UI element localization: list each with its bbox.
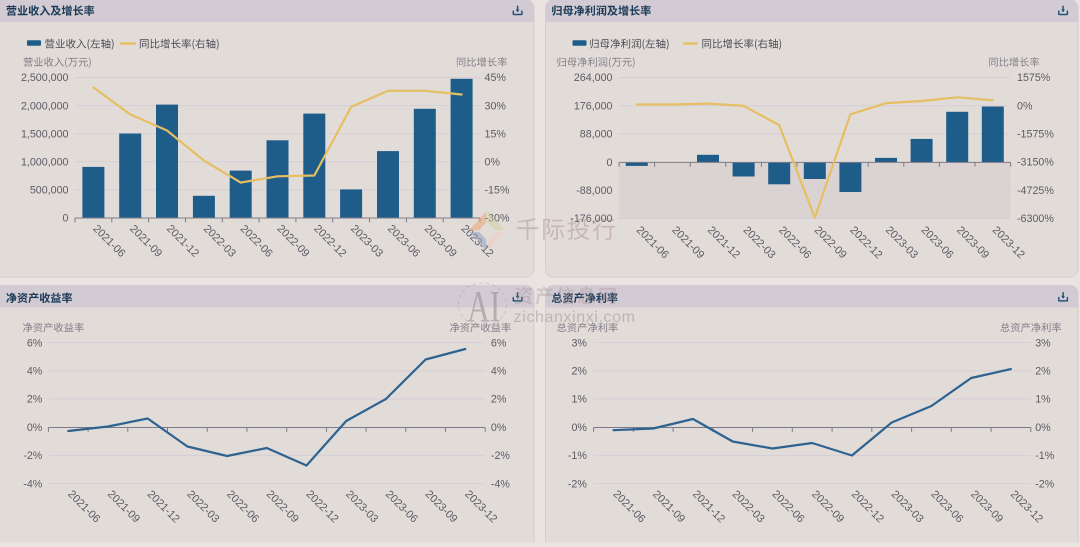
svg-text:1%: 1% (571, 394, 587, 406)
svg-text:-4%: -4% (491, 478, 511, 490)
svg-text:-1%: -1% (568, 450, 588, 462)
svg-text:2%: 2% (571, 366, 587, 378)
svg-text:1575%: 1575% (1017, 72, 1051, 84)
svg-text:2%: 2% (27, 394, 43, 406)
svg-text:0%: 0% (485, 157, 501, 169)
svg-text:1%: 1% (1035, 394, 1051, 406)
svg-text:3%: 3% (571, 337, 587, 349)
svg-text:0: 0 (63, 213, 69, 225)
svg-text:-15%: -15% (485, 185, 510, 197)
svg-text:6%: 6% (491, 337, 507, 349)
svg-text:AI: AI (467, 283, 500, 331)
svg-text:4%: 4% (491, 366, 507, 378)
svg-text:264,000: 264,000 (574, 72, 613, 84)
svg-text:-3150%: -3150% (1017, 157, 1054, 169)
svg-text:4%: 4% (27, 366, 43, 378)
svg-text:1,500,000: 1,500,000 (21, 128, 69, 140)
svg-text:0: 0 (607, 157, 613, 169)
svg-text:-2%: -2% (1035, 478, 1055, 490)
svg-text:30%: 30% (485, 100, 507, 112)
svg-text:-176,000: -176,000 (570, 213, 612, 225)
svg-text:-4725%: -4725% (1017, 185, 1054, 197)
svg-text:1,000,000: 1,000,000 (21, 157, 69, 169)
svg-text:0%: 0% (1017, 100, 1033, 112)
svg-text:2,500,000: 2,500,000 (21, 72, 69, 84)
svg-text:0%: 0% (571, 422, 587, 434)
svg-text:3%: 3% (1035, 337, 1051, 349)
svg-text:-88,000: -88,000 (576, 185, 612, 197)
svg-text:-1%: -1% (1035, 450, 1055, 462)
svg-text:-4%: -4% (23, 478, 43, 490)
svg-text:500,000: 500,000 (30, 185, 69, 197)
svg-text:-2%: -2% (23, 450, 43, 462)
svg-text:2%: 2% (491, 394, 507, 406)
svg-text:6%: 6% (27, 337, 43, 349)
svg-text:-2%: -2% (491, 450, 511, 462)
svg-text:0%: 0% (491, 422, 507, 434)
svg-text:0%: 0% (1035, 422, 1051, 434)
svg-text:2%: 2% (1035, 366, 1051, 378)
svg-text:-6300%: -6300% (1017, 213, 1054, 225)
svg-text:-2%: -2% (568, 478, 588, 490)
svg-text:2,000,000: 2,000,000 (21, 100, 69, 112)
svg-text:zichanxinxi.com: zichanxinxi.com (514, 309, 636, 326)
svg-text:45%: 45% (485, 72, 507, 84)
svg-text:88,000: 88,000 (580, 129, 613, 141)
svg-text:15%: 15% (485, 128, 507, 140)
svg-text:176,000: 176,000 (574, 100, 613, 112)
svg-text:0%: 0% (27, 422, 43, 434)
svg-text:-1575%: -1575% (1017, 129, 1054, 141)
